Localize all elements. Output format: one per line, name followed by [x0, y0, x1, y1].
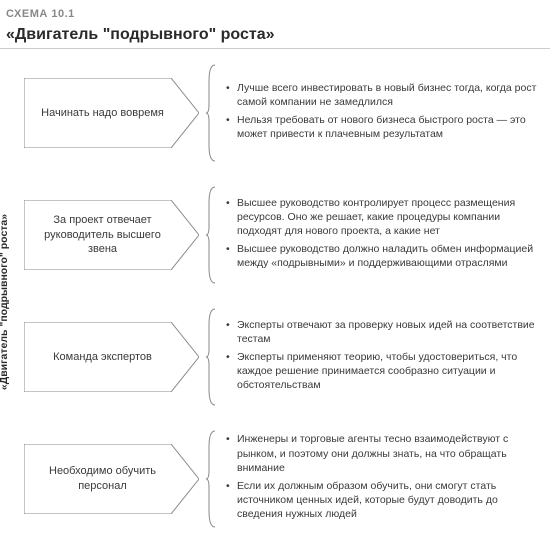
schema-number: СХЕМА 10.1 — [0, 0, 550, 22]
diagram-row: Начинать надо вовремя Лучше всего инвести… — [24, 63, 544, 163]
brace-icon — [205, 63, 219, 163]
diagram-row: За проект отвечает руководитель высшего … — [24, 185, 544, 285]
brace-icon — [205, 307, 219, 407]
diagram-title: «Двигатель "подрывного" роста» — [0, 22, 550, 49]
bullet-item: Эксперты применяют теорию, чтобы удостов… — [237, 350, 544, 393]
brace-icon — [205, 185, 219, 285]
arrow-label: Начинать надо вовремя — [41, 106, 164, 121]
bullet-item: Высшее руководство контролирует процесс … — [237, 196, 544, 239]
bullet-item: Лучше всего инвестировать в новый бизнес… — [237, 81, 544, 109]
bullet-item: Если их должным образом обучить, они смо… — [237, 479, 544, 522]
bullet-item: Нельзя требовать от нового бизнеса быстр… — [237, 113, 544, 141]
bullet-list: Лучше всего инвестировать в новый бизнес… — [225, 81, 544, 146]
vertical-label: «Двигатель "подрывного" роста» — [0, 214, 10, 390]
arrow-box: Необходимо обучить персонал — [24, 444, 199, 514]
diagram-row: Необходимо обучить персонал Инженеры и то… — [24, 429, 544, 529]
rows-container: Начинать надо вовремя Лучше всего инвести… — [24, 63, 550, 529]
vertical-label-column: «Двигатель "подрывного" роста» — [0, 63, 24, 529]
bullet-list: Инженеры и торговые агенты тесно взаимод… — [225, 432, 544, 525]
diagram-row: Команда экспертов Эксперты отвечают за пр… — [24, 307, 544, 407]
bullet-list: Высшее руководство контролирует процесс … — [225, 196, 544, 275]
arrow-box: Команда экспертов — [24, 322, 199, 392]
bullet-item: Эксперты отвечают за проверку новых идей… — [237, 318, 544, 346]
arrow-label: Команда экспертов — [53, 350, 152, 365]
bullet-item: Инженеры и торговые агенты тесно взаимод… — [237, 432, 544, 475]
diagram-body: «Двигатель "подрывного" роста» Начинать … — [0, 63, 550, 529]
arrow-box: За проект отвечает руководитель высшего … — [24, 200, 199, 270]
arrow-label: Необходимо обучить персонал — [34, 464, 171, 494]
arrow-label: За проект отвечает руководитель высшего … — [34, 213, 171, 258]
bullet-list: Эксперты отвечают за проверку новых идей… — [225, 318, 544, 397]
arrow-box: Начинать надо вовремя — [24, 78, 199, 148]
bullet-item: Высшее руководство должно наладить обмен… — [237, 242, 544, 270]
brace-icon — [205, 429, 219, 529]
